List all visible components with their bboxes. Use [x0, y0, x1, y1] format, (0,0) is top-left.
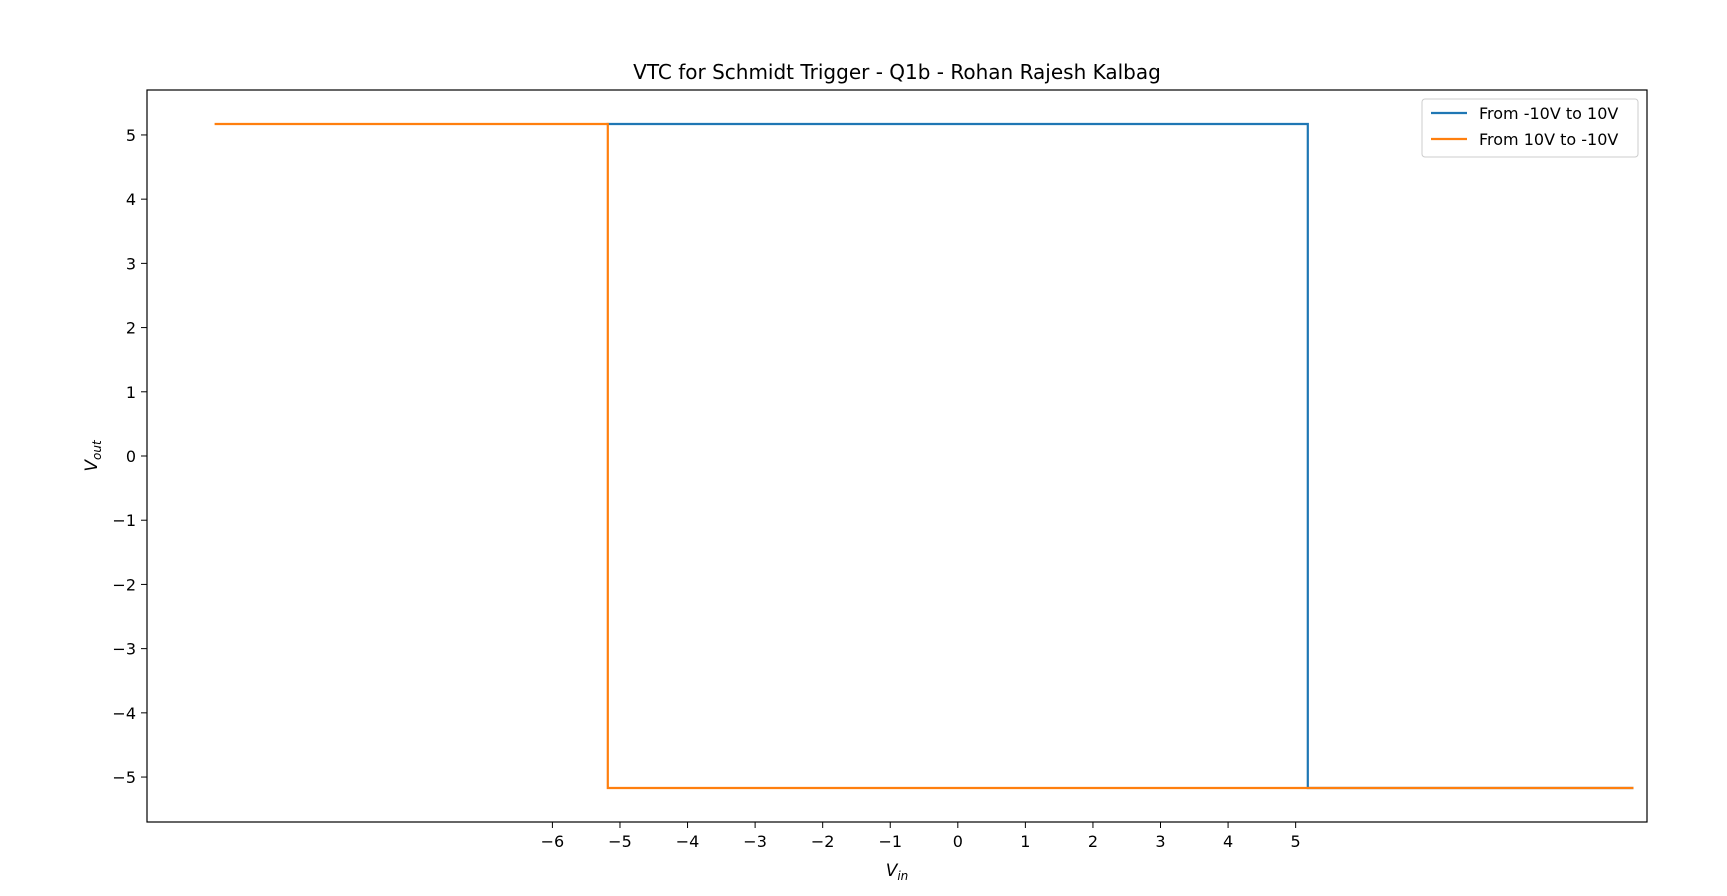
y-tick-label: 5 [126, 126, 136, 145]
x-tick-label: 4 [1223, 832, 1233, 851]
legend-box [1421, 98, 1639, 158]
x-tick-label: 1 [1020, 832, 1030, 851]
y-axis-label-sub: out [90, 439, 104, 460]
series-layer [214, 122, 1634, 790]
y-tick-label: 3 [126, 254, 136, 273]
x-tick-label: −1 [878, 832, 902, 851]
legend-label-1: From -10V to 10V [1479, 104, 1618, 123]
x-tick-label: −2 [811, 832, 835, 851]
series-line-1 [606, 122, 1634, 790]
x-axis-label-sub: in [897, 869, 908, 883]
y-tick-label: −3 [112, 640, 136, 659]
x-tick-label: −3 [743, 832, 767, 851]
x-tick-label: −4 [676, 832, 700, 851]
y-axis-ticks: 5 4 3 2 1 0 −1 −2 −3 −4 −5 [112, 126, 147, 787]
y-tick-label: −1 [112, 511, 136, 530]
y-tick-label: 0 [126, 447, 136, 466]
y-tick-label: 1 [126, 383, 136, 402]
x-tick-label: 3 [1155, 832, 1165, 851]
x-tick-label: −6 [541, 832, 565, 851]
plot-frame [146, 89, 1648, 823]
x-tick-label: 0 [953, 832, 963, 851]
chart-title: VTC for Schmidt Trigger - Q1b - Rohan Ra… [633, 60, 1161, 84]
x-tick-label: 5 [1291, 832, 1301, 851]
y-tick-label: −5 [112, 768, 136, 787]
y-tick-label: 2 [126, 319, 136, 338]
x-tick-label: −5 [608, 832, 632, 851]
x-tick-label: 2 [1088, 832, 1098, 851]
y-tick-label: −2 [112, 575, 136, 594]
legend: From -10V to 10V From 10V to -10V [1421, 98, 1639, 158]
x-axis-label: Vin [886, 861, 909, 883]
y-tick-label: 4 [126, 190, 136, 209]
y-axis-label-main: V [82, 459, 102, 472]
x-axis-ticks: −6 −5 −4 −3 −2 −1 0 1 2 3 4 5 [541, 822, 1301, 851]
plot-area [146, 89, 1648, 823]
y-axis-label: Vout [82, 439, 104, 472]
x-axis-label-main: V [886, 861, 899, 881]
series-line-2 [214, 122, 1634, 790]
y-tick-label: −4 [112, 704, 136, 723]
legend-label-2: From 10V to -10V [1479, 130, 1618, 149]
